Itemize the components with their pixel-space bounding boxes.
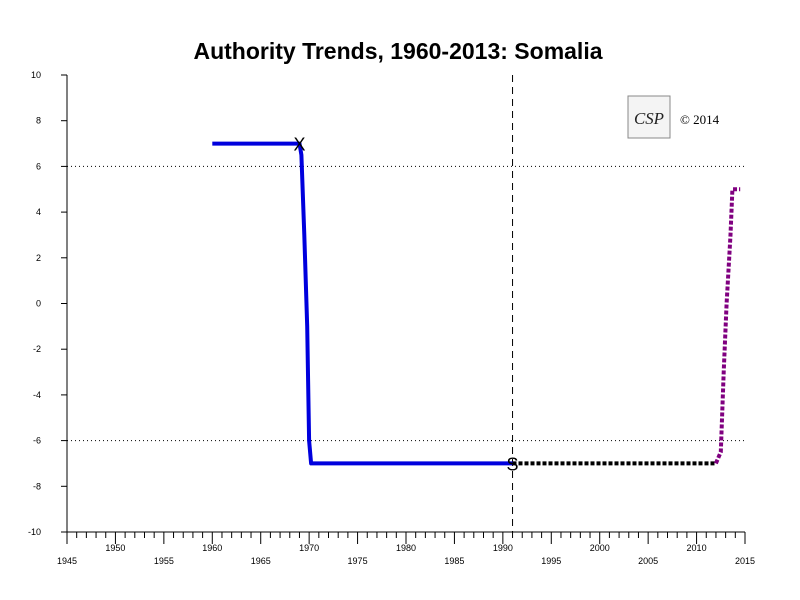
marker-s: S xyxy=(507,454,519,474)
x-tick-label-upper: 2000 xyxy=(590,543,610,553)
series-layer xyxy=(212,141,741,466)
x-tick-label-lower: 1995 xyxy=(541,556,561,566)
y-tick-label: 2 xyxy=(36,253,41,263)
logo-box xyxy=(627,95,671,139)
logo-text: CSP xyxy=(634,109,664,128)
y-axis: 10 8 6 4 2 0 -2 -4 -6 -8 -10 xyxy=(28,70,67,537)
copyright-notice: © 2014 xyxy=(680,112,720,127)
x-tick-label-lower: 1945 xyxy=(57,556,77,566)
series-line-0 xyxy=(212,141,513,466)
x-tick-label-upper: 1970 xyxy=(299,543,319,553)
x-tick-label-upper: 2010 xyxy=(687,543,707,553)
y-tick-label: -8 xyxy=(33,481,41,491)
series-line-2 xyxy=(714,187,741,465)
x-tick-label-upper: 1980 xyxy=(396,543,416,553)
x-tick-label-lower: 1955 xyxy=(154,556,174,566)
x-tick-label-lower: 1975 xyxy=(348,556,368,566)
y-tick-label: 0 xyxy=(36,299,41,309)
y-tick-label: -10 xyxy=(28,527,41,537)
x-tick-label-lower: 1965 xyxy=(251,556,271,566)
x-tick-label-upper: 1950 xyxy=(105,543,125,553)
x-tick-label-upper: 1960 xyxy=(202,543,222,553)
y-tick-label: -6 xyxy=(33,436,41,446)
y-tick-label: 8 xyxy=(36,116,41,126)
reference-lines xyxy=(67,75,745,532)
x-tick-label-lower: 2015 xyxy=(735,556,755,566)
marker-x: X xyxy=(293,135,305,155)
csp-logo: CSP xyxy=(627,95,671,139)
y-tick-label: -4 xyxy=(33,390,41,400)
y-tick-label: 10 xyxy=(31,70,41,80)
x-tick-label-lower: 1985 xyxy=(444,556,464,566)
y-tick-label: 6 xyxy=(36,161,41,171)
x-tick-label-lower: 2005 xyxy=(638,556,658,566)
chart-title: Authority Trends, 1960-2013: Somalia xyxy=(193,38,602,64)
marker-layer: XS xyxy=(293,135,518,475)
x-axis: 1950 1960 1970 1980 1990 2000 2010 1945 1955 1965… xyxy=(57,532,755,566)
y-tick-label: -2 xyxy=(33,344,41,354)
y-tick-label: 4 xyxy=(36,207,41,217)
x-tick-label-upper: 1990 xyxy=(493,543,513,553)
